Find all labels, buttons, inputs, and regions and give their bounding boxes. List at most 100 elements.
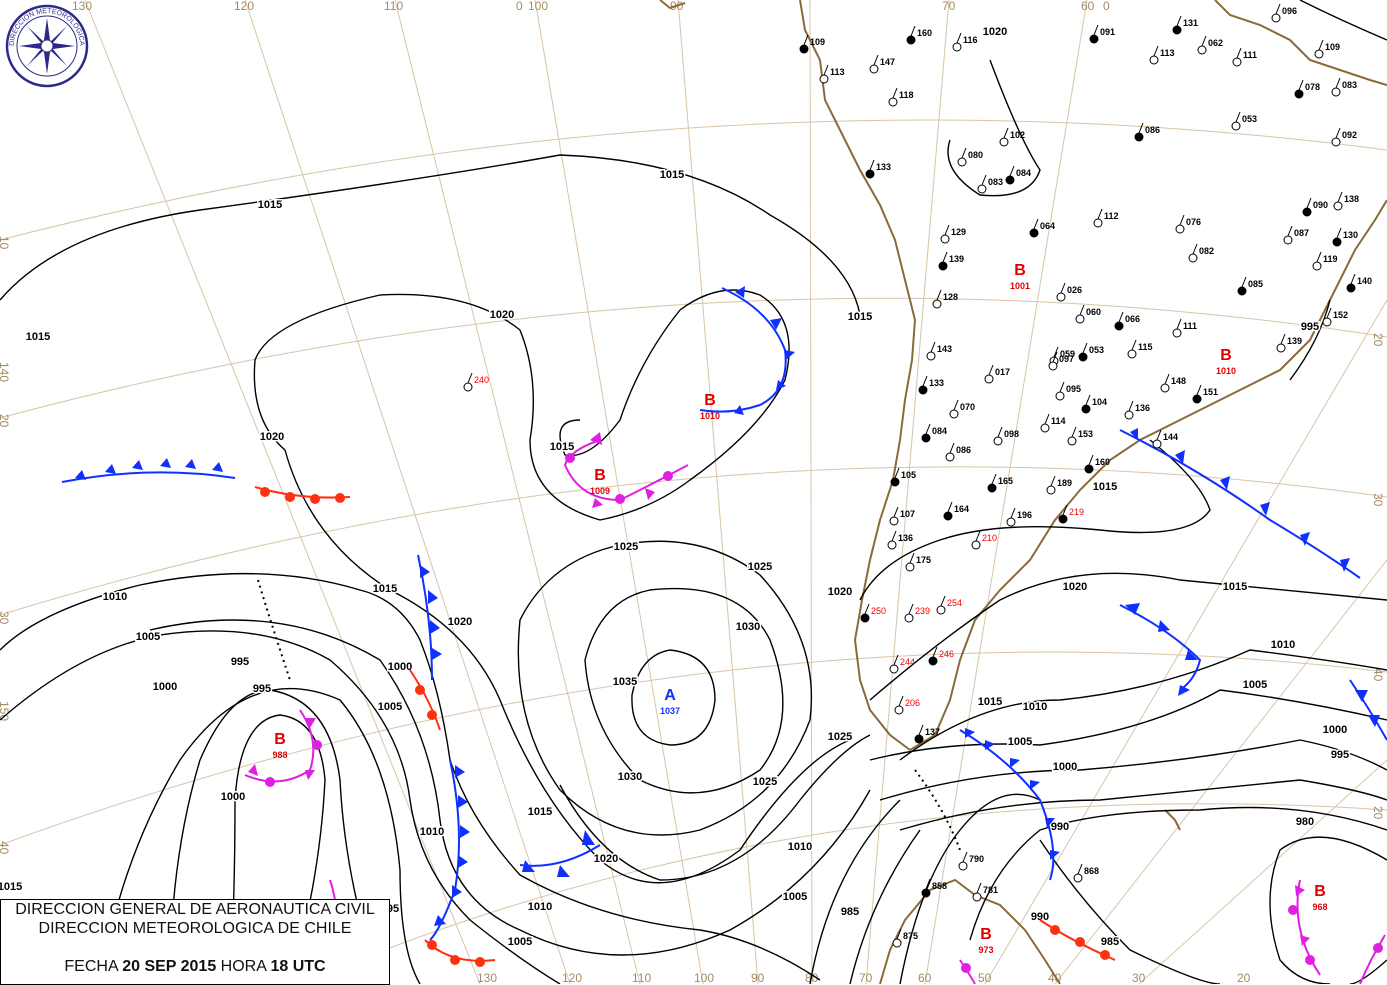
isobar-label: 1015	[528, 806, 552, 818]
isobar-label: 1000	[153, 681, 177, 693]
isobar-label: 1020	[983, 26, 1007, 38]
station-pressure: 114	[1051, 416, 1066, 426]
grid-label: 120	[562, 971, 582, 984]
pressure-center-value: 1037	[660, 706, 680, 716]
station-pressure: 109	[810, 37, 825, 47]
wind-barb-icon	[893, 506, 899, 518]
wind-barb-icon	[922, 375, 928, 387]
isobar-label: 995	[1301, 321, 1319, 333]
station-circle-icon	[1046, 485, 1056, 495]
station-pressure: 026	[1067, 285, 1082, 295]
cold-front	[1119, 429, 1361, 579]
station-plot: 084	[1005, 165, 1031, 185]
wind-barb-icon	[869, 159, 875, 171]
station-plots: 109 113 147 160 116 118 133 080 083 084 102 129 139 1…	[463, 3, 1372, 948]
wind-barb-icon	[1079, 304, 1085, 316]
station-pressure: 090	[1313, 200, 1328, 210]
station-pressure: 086	[1145, 125, 1160, 135]
station-plot: 165	[987, 473, 1013, 493]
date-label: FECHA	[64, 958, 118, 975]
station-pressure: 189	[1057, 478, 1072, 488]
isobar-label: 1010	[528, 901, 552, 913]
isobar-label: 1010	[103, 591, 127, 603]
station-circle-icon	[888, 97, 898, 107]
station-plot: 239	[904, 603, 930, 623]
time-label: HORA	[220, 958, 267, 975]
wind-barb-icon	[1298, 79, 1304, 91]
grid-label: 130	[477, 971, 497, 984]
station-plot: 066	[1114, 311, 1140, 331]
station-circle-icon	[905, 562, 915, 572]
wind-barb-icon	[1192, 243, 1198, 255]
station-pressure: 113	[1160, 48, 1175, 58]
station-plot: 133	[918, 375, 944, 395]
station-pressure: 196	[1017, 510, 1032, 520]
isobar-label: 1010	[788, 841, 812, 853]
station-circle-icon	[1294, 89, 1304, 99]
station-pressure: 059	[1060, 349, 1075, 359]
station-pressure: 219	[1069, 507, 1084, 517]
station-plot: 152	[1322, 307, 1348, 327]
time-value: 18 UTC	[270, 958, 326, 975]
wind-barb-icon	[925, 878, 931, 890]
occluded-front	[1359, 934, 1386, 984]
station-pressure: 064	[1040, 221, 1055, 231]
isobar-label: 1005	[378, 701, 402, 713]
grid-label: 30	[1132, 971, 1146, 984]
pressure-center-letter: B	[1014, 262, 1026, 279]
grid-label: 130	[72, 0, 92, 13]
grid-label: 0	[1103, 0, 1110, 13]
wind-barb-icon	[1085, 394, 1091, 406]
wind-barb-icon	[1236, 47, 1242, 59]
station-pressure: 144	[1163, 432, 1178, 442]
isobar-label: 1000	[1323, 724, 1347, 736]
isobar-label: 1015	[1093, 481, 1117, 493]
station-plot: 136	[1124, 400, 1150, 420]
isobar-label: 1015	[1223, 581, 1247, 593]
station-circle-icon	[860, 613, 870, 623]
station-plot: 105	[890, 467, 916, 487]
station-circle-icon	[926, 351, 936, 361]
station-plot: 138	[1333, 191, 1359, 211]
station-plot: 026	[1056, 282, 1082, 302]
station-pressure: 137	[925, 727, 940, 737]
isobar-label: 1025	[753, 776, 777, 788]
station-plot: 246	[928, 646, 954, 666]
station-pressure: 130	[1343, 230, 1358, 240]
station-plot: 151	[1192, 384, 1218, 404]
wind-barb-icon	[892, 87, 898, 99]
station-pressure: 066	[1125, 314, 1140, 324]
station-pressure: 098	[1004, 429, 1019, 439]
isobar-label: 995	[231, 656, 249, 668]
station-circle-icon	[799, 44, 809, 54]
station-pressure: 165	[998, 476, 1013, 486]
station-plot: 164	[943, 501, 969, 521]
wind-barb-icon	[896, 928, 902, 940]
wind-barb-icon	[910, 25, 916, 37]
isobar-label: 1000	[1053, 761, 1077, 773]
station-pressure: 147	[880, 57, 895, 67]
station-plot: 148	[1160, 373, 1186, 393]
grid-label: 0	[516, 0, 523, 13]
station-plot: 196	[1006, 507, 1032, 527]
station-circle-icon	[1127, 349, 1137, 359]
station-pressure: 133	[929, 378, 944, 388]
station-plot: 114	[1040, 413, 1066, 433]
station-pressure: 175	[916, 555, 931, 565]
dmc-logo: DIRECCION METEOROLOGICA CHILE	[0, 0, 89, 88]
wind-barb-icon	[1306, 197, 1312, 209]
wind-barb-icon	[1176, 318, 1182, 330]
station-plot: 090	[1302, 197, 1328, 217]
station-plot: 140	[1346, 273, 1372, 293]
isobar-label: 1020	[1063, 581, 1087, 593]
wind-barb-icon	[1337, 191, 1343, 203]
station-plot: 144	[1152, 429, 1178, 449]
pressure-center-value: 968	[1312, 902, 1327, 912]
station-plot: 104	[1081, 394, 1107, 414]
occluded-front	[959, 959, 976, 984]
cold-front	[429, 759, 460, 941]
pressure-center-letter: B	[594, 467, 606, 484]
station-circle-icon	[1276, 343, 1286, 353]
station-pressure: 070	[960, 402, 975, 412]
station-circle-icon	[999, 137, 1009, 147]
